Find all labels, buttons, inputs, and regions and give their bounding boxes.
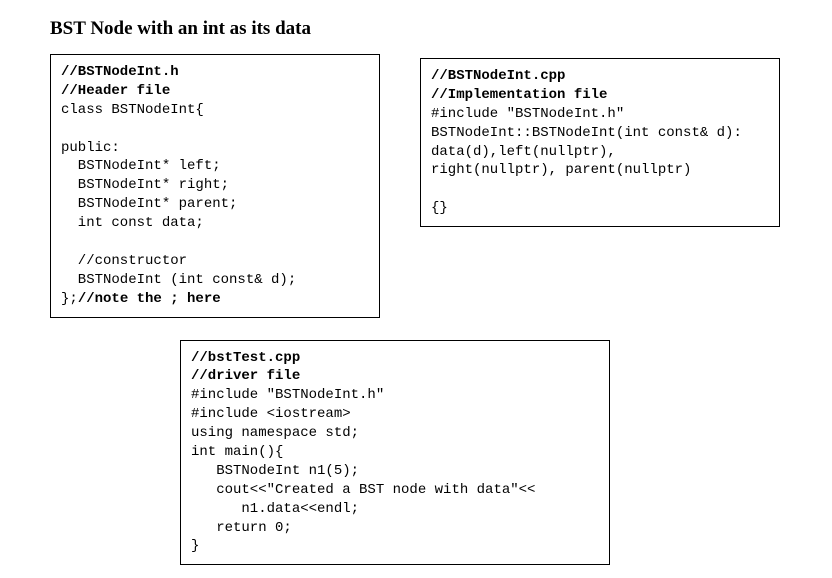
code-line: BSTNodeInt::BSTNodeInt(int const& d): [431, 125, 742, 141]
header-file-box: //BSTNodeInt.h //Header file class BSTNo… [50, 54, 380, 318]
impl-file-box: //BSTNodeInt.cpp //Implementation file #… [420, 58, 780, 227]
code-line: int const data; [61, 215, 204, 231]
code-line: //constructor [61, 253, 187, 269]
driver-file-box: //bstTest.cpp //driver file #include "BS… [180, 340, 610, 566]
code-line: return 0; [191, 520, 292, 536]
code-line: //Implementation file [431, 87, 607, 103]
code-line: using namespace std; [191, 425, 359, 441]
code-line: BSTNodeInt (int const& d); [61, 272, 296, 288]
code-line: //BSTNodeInt.h [61, 64, 179, 80]
driver-file-code: //bstTest.cpp //driver file #include "BS… [191, 349, 599, 557]
code-line: {} [431, 200, 448, 216]
header-file-code: //BSTNodeInt.h //Header file class BSTNo… [61, 63, 369, 309]
top-row: //BSTNodeInt.h //Header file class BSTNo… [50, 54, 792, 318]
code-line: } [191, 538, 199, 554]
code-line: }; [61, 291, 78, 307]
code-line: class BSTNodeInt{ [61, 102, 204, 118]
code-line: //bstTest.cpp [191, 350, 300, 366]
page-title: BST Node with an int as its data [50, 18, 792, 40]
code-line: int main(){ [191, 444, 283, 460]
page: BST Node with an int as its data //BSTNo… [0, 0, 832, 565]
impl-file-code: //BSTNodeInt.cpp //Implementation file #… [431, 67, 769, 218]
code-line: #include <iostream> [191, 406, 351, 422]
code-note: //note the ; here [78, 291, 221, 307]
code-line: //BSTNodeInt.cpp [431, 68, 565, 84]
code-line: #include "BSTNodeInt.h" [431, 106, 624, 122]
code-line: cout<<"Created a BST node with data"<< [191, 482, 535, 498]
code-line: public: [61, 140, 120, 156]
code-line: BSTNodeInt* parent; [61, 196, 237, 212]
code-line: //driver file [191, 368, 300, 384]
code-line: data(d),left(nullptr), [431, 144, 616, 160]
code-line: right(nullptr), parent(nullptr) [431, 162, 691, 178]
code-line: BSTNodeInt* right; [61, 177, 229, 193]
code-line: //Header file [61, 83, 170, 99]
code-line: #include "BSTNodeInt.h" [191, 387, 384, 403]
code-line: BSTNodeInt n1(5); [191, 463, 359, 479]
code-line: n1.data<<endl; [191, 501, 359, 517]
code-line: BSTNodeInt* left; [61, 158, 221, 174]
